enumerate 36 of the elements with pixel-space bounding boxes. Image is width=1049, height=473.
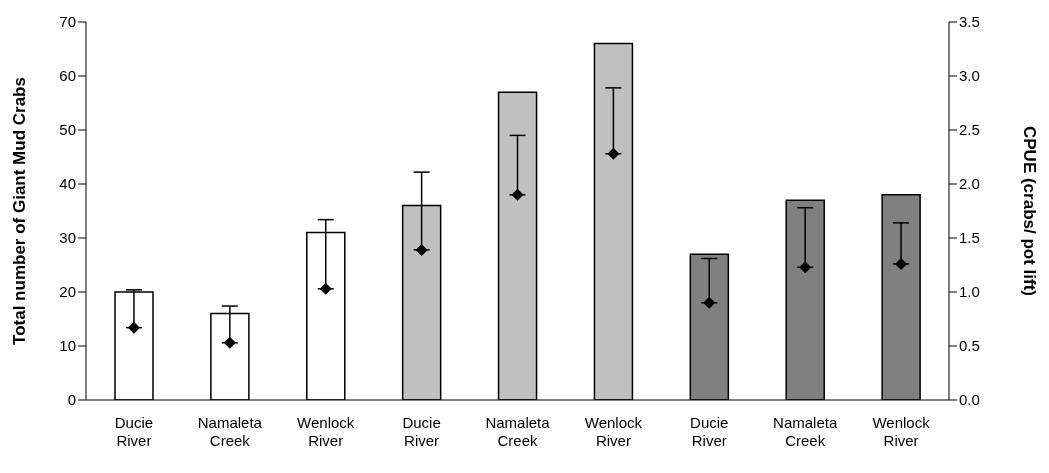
- x-tick-label: Wenlock River: [872, 414, 931, 449]
- point: [223, 336, 236, 349]
- y-axis-title: Total number of Giant Mud Crabs: [10, 77, 30, 345]
- point: [511, 188, 524, 201]
- point: [415, 243, 428, 256]
- point: [799, 261, 812, 274]
- x-tick-label: Namaleta Creek: [197, 414, 263, 449]
- y-tick-label: 20: [59, 283, 76, 301]
- x-tick-label: Ducie River: [690, 414, 729, 449]
- x-tick-label: Wenlock River: [584, 414, 643, 449]
- point: [703, 296, 716, 309]
- y2-tick-label: 0.5: [959, 337, 980, 355]
- y2-tick-label: 2.5: [959, 121, 980, 139]
- y-tick-label: 0: [67, 391, 76, 409]
- y2-tick-label: 1.5: [959, 229, 980, 247]
- x-tick-label: Wenlock River: [297, 414, 355, 449]
- y-tick-label: 40: [59, 175, 76, 193]
- point: [127, 321, 140, 334]
- point: [607, 147, 620, 160]
- point: [895, 257, 908, 270]
- x-tick-label: Ducie River: [402, 414, 441, 449]
- y-tick-label: 50: [59, 121, 76, 139]
- y2-tick-label: 3.5: [959, 13, 980, 31]
- x-tick-label: Namaleta Creek: [773, 414, 838, 449]
- y2-tick-label: 1.0: [959, 283, 980, 301]
- y2-tick-label: 0.0: [959, 391, 980, 409]
- y2-axis-title: CPUE (crabs/ pot lift): [1019, 125, 1039, 297]
- y-tick-label: 30: [59, 229, 76, 247]
- y2-tick-label: 2.0: [959, 175, 980, 193]
- y2-tick-label: 3.0: [959, 67, 980, 85]
- x-tick-label: Namaleta Creek: [485, 414, 551, 449]
- point: [319, 282, 332, 295]
- y-tick-label: 70: [59, 13, 76, 31]
- x-tick-label: Ducie River: [114, 414, 154, 449]
- y-tick-label: 10: [59, 337, 76, 355]
- y-tick-label: 60: [59, 67, 76, 85]
